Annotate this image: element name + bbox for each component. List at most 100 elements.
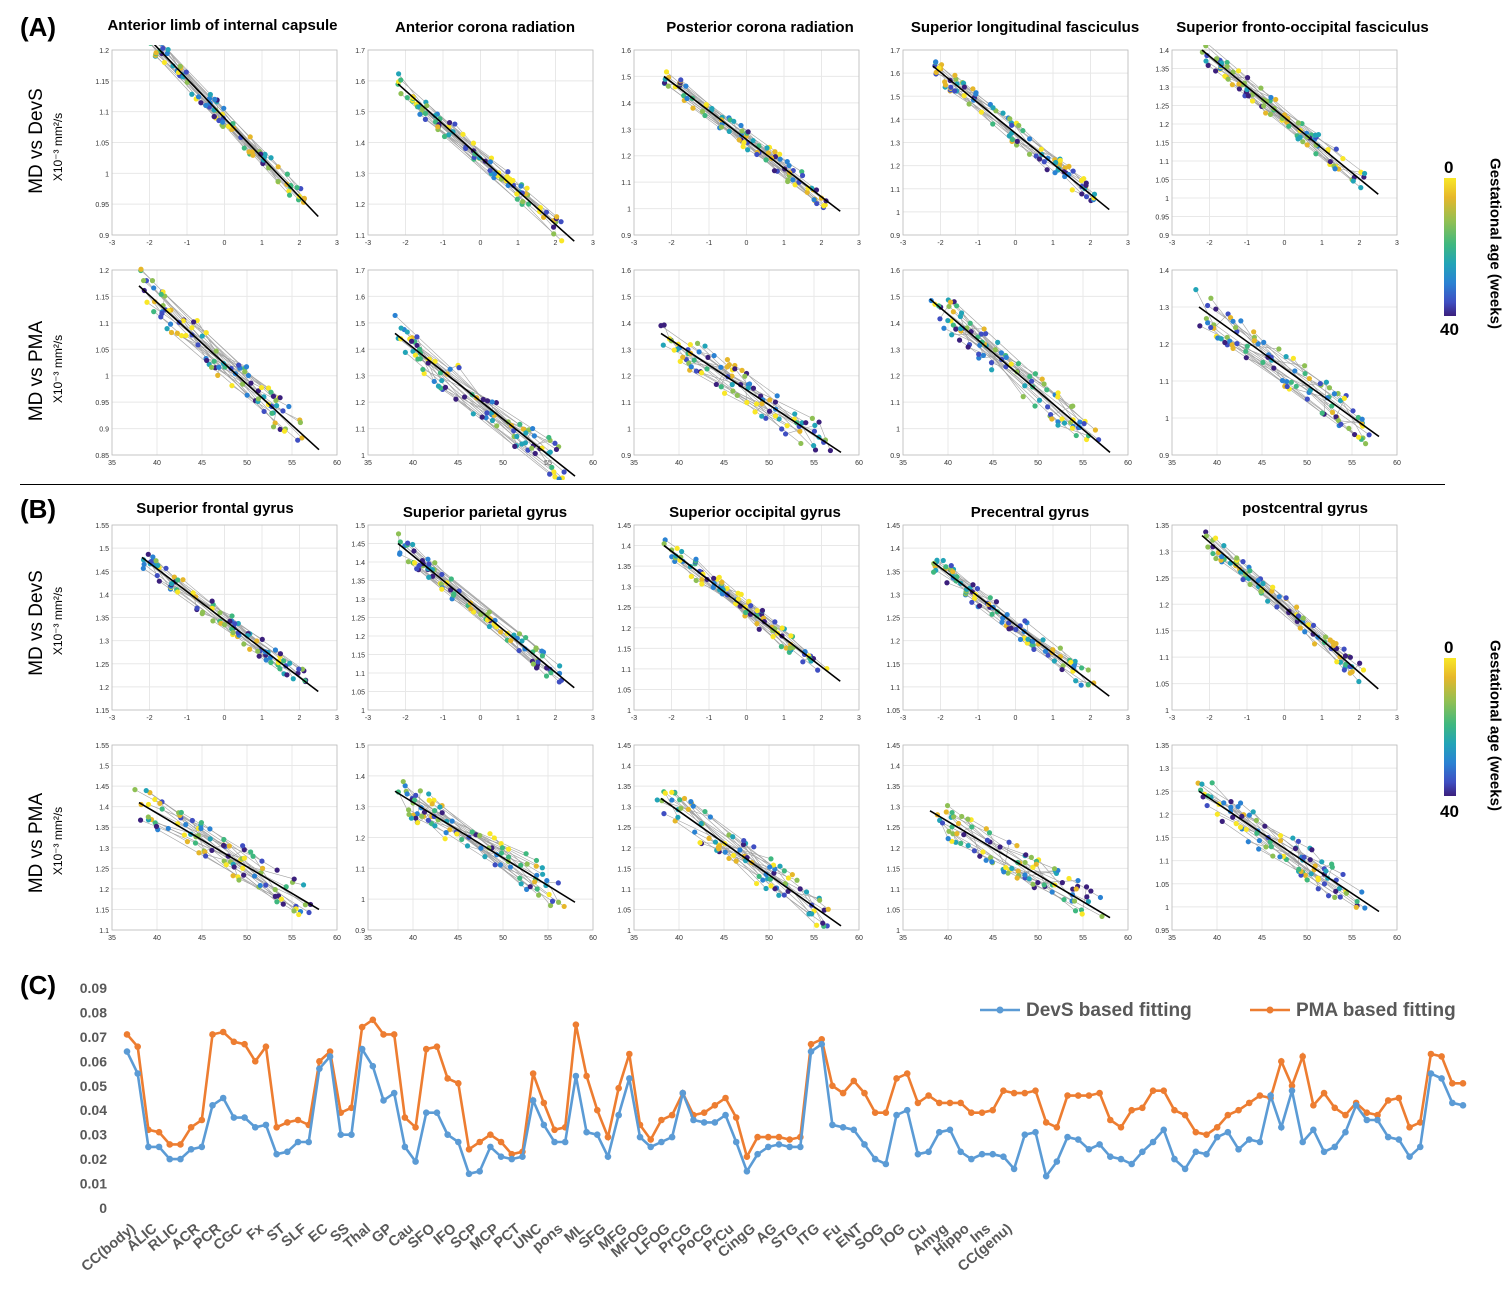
subject-connector [1289,388,1340,426]
y-tick-label: 1.1 [355,866,365,873]
data-point [716,846,722,852]
plot-frame [1171,269,1398,456]
subject-connector [180,817,306,905]
data-point [1213,68,1219,74]
data-point [944,580,950,586]
x-tick-label: 3 [1126,240,1130,247]
pma-point [722,1094,729,1102]
data-point [498,850,505,856]
data-point [933,59,939,65]
x-tick-label: 60 [333,460,341,467]
data-point [1085,899,1092,905]
devs-point [946,1126,954,1134]
devs-point [155,1143,163,1151]
y-tick-label: 1.4 [621,321,631,328]
y-tick-label: 1 [896,928,900,935]
data-point [790,177,796,183]
devs-point [732,1138,740,1146]
x-tick-label: 0 [1283,240,1287,247]
data-point [421,370,427,377]
x-tick-label: 60 [1124,935,1132,942]
devs-point [219,1094,227,1102]
data-point [216,364,222,370]
data-point [277,651,284,657]
subject-connector [195,596,263,640]
y-tick-label: 1 [105,374,109,381]
subject-connector [155,822,211,840]
data-point [144,299,150,305]
devs-point [134,1070,141,1077]
x-tick-label: 1 [260,715,264,722]
devs-point [380,1097,387,1104]
y-tick-label: 1 [896,210,900,217]
data-point [1044,387,1050,393]
data-point [518,183,524,189]
data-point [284,171,290,177]
data-point [487,159,494,165]
data-point [1354,898,1360,905]
data-point [966,101,972,107]
legend-marker [996,1006,1004,1014]
data-point [1078,907,1085,913]
data-point [243,364,250,370]
data-point [1221,800,1227,806]
data-point [226,843,232,849]
data-point [410,541,416,548]
data-point [425,556,431,562]
data-point [547,902,554,909]
data-point [957,325,964,332]
data-point [230,873,236,879]
devs-point [358,1045,366,1053]
data-point [1218,554,1225,560]
data-point [553,446,560,453]
y-tick-label: 1.55 [95,523,109,530]
subject-connector [1236,560,1305,632]
row-label-b-pma: MD vs PMA [26,792,47,894]
data-point [981,326,987,332]
x-tick-label: 35 [899,935,907,942]
pma-point [529,1070,537,1077]
subject-connector [1263,342,1330,389]
data-point [1236,86,1242,92]
data-point [1036,156,1043,162]
data-point [1283,354,1289,360]
data-point [1073,886,1079,892]
y-tick-label: 1.55 [95,743,109,750]
data-point [705,354,711,360]
data-point [1009,122,1015,128]
data-point [961,84,967,90]
data-point [480,396,486,403]
subject-connector [1047,406,1063,420]
data-point [1020,128,1026,134]
devs-point [1427,1070,1435,1077]
fit-line [1198,306,1380,438]
data-point [1233,821,1239,827]
data-point [215,372,221,378]
category-label: IOG [878,1221,909,1250]
data-point [529,445,535,451]
data-point [534,886,540,892]
data-point [534,872,540,878]
devs-point [1203,1150,1210,1158]
data-point [1343,661,1349,668]
subject-connector [178,322,281,398]
data-point [1247,568,1253,574]
data-point [1234,555,1240,561]
devs-point [123,1048,131,1055]
devs-point [615,1111,622,1119]
data-point [429,801,435,807]
data-point [1356,434,1362,440]
plot-title-b3: Superior occipital gyrus [669,504,841,521]
x-tick-label: -3 [109,240,115,247]
data-point [1049,416,1055,422]
plot-frame [902,269,1129,456]
data-point [255,648,261,654]
data-point [1213,306,1219,312]
data-point [816,419,822,425]
x-tick-label: -1 [706,240,712,247]
devs-point [679,1089,687,1097]
x-tick-label: 50 [765,460,773,467]
subject-connector [1226,66,1288,120]
